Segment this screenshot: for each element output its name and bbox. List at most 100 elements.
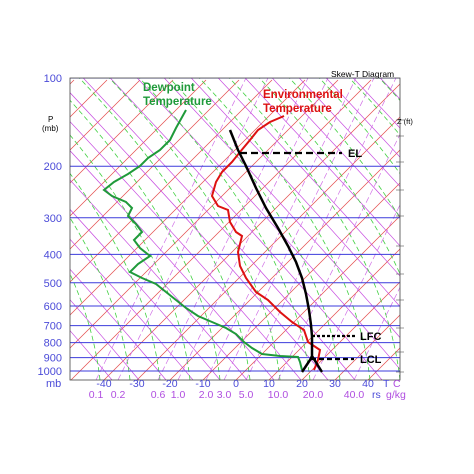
isotherm-line [70,79,174,184]
isobar-lines [70,78,400,372]
isotherm-line [334,314,400,380]
dry-adiabat-line [70,268,167,380]
temperature-tick-label: -20 [162,378,177,390]
dry-adiabat-line [325,78,400,158]
mixing-ratio-tick-label: 1.0 [171,389,186,401]
mixing-ratio-tick-label: 0.1 [89,389,104,401]
pressure-tick-label: 900 [44,353,62,365]
pressure-tick-label: 200 [44,161,62,173]
isotherm-line [268,248,400,380]
isotherm-line [169,149,400,380]
lfc-label: LFC [360,331,381,343]
dry-adiabat-line [70,179,248,380]
temperature-tick-label: -40 [96,378,111,390]
dry-adiabat-line [190,78,400,308]
dry-adiabat-line [70,238,194,380]
pressure-tick-label: 1000 [38,366,62,378]
dry-adiabat-line [217,78,400,277]
dry-adiabat-line [298,78,400,188]
dry-adiabat-line [70,299,140,380]
mixing-ratio-line [95,78,247,380]
isotherm-line [70,79,306,316]
height-axis-label: Z (ft) [397,117,413,126]
mixing-ratio-tick-labels: 0.1 0.2 0.6 1.0 2.0 3.0 5.0 10.0 20.0 40.0 [89,389,365,401]
isotherm-line [301,281,400,380]
temperature-tick-label: 30 [329,378,341,390]
mixing-ratio-label: rs [372,389,381,401]
temperature-tick-label: 20 [296,378,308,390]
mixing-ratio-line [223,78,375,380]
mixing-ratio-tick-label: 3.0 [217,389,232,401]
plot-frame [69,77,401,381]
dewpoint-label: Dewpoint [143,82,195,94]
dewpoint-temperature-trace [102,109,303,371]
mixing-ratio-tick-label: 40.0 [344,389,365,401]
pressure-tick-label: 400 [44,249,62,261]
moist-adiabat-line [168,78,341,380]
mixing-ratio-tick-label: 2.0 [199,389,214,401]
moist-adiabat-line [138,78,311,380]
dry-adiabat-line [352,78,400,129]
pressure-unit-label: mb [46,378,61,390]
temperature-unit-suffix: C [393,378,401,390]
mixing-ratio-line [205,78,357,380]
temperature-tick-label: -30 [129,378,144,390]
mixing-ratio-line [353,286,400,380]
pressure-tick-label: 300 [44,213,62,225]
el-label: EL [348,148,362,160]
moist-adiabat-line [198,78,371,380]
dry-adiabat-line [109,78,383,380]
temperature-tick-label: 0 [233,378,239,390]
temperature-tick-label: 10 [263,378,275,390]
isotherm-line [103,83,400,380]
isotherm-line [70,79,273,283]
height-axis-ticks [396,119,404,373]
dry-adiabat-line [70,150,275,380]
dry-adiabat-line [70,121,302,380]
dry-adiabat-line [70,330,113,380]
mixing-ratio-tick-label: 5.0 [239,389,254,401]
dry-adiabat-line [163,78,400,339]
lcl-label: LCL [360,354,382,366]
mixing-ratio-line [177,78,329,380]
pressure-axis-label: P [48,115,53,124]
mixing-ratio-line [117,78,269,380]
pressure-tick-label: 700 [44,321,62,333]
dry-adiabat-line [70,208,221,380]
moist-adiabat-line [70,172,161,380]
dry-adiabat-line [70,92,329,380]
moist-adiabat-line [258,78,400,276]
moist-adiabat-line [70,99,221,380]
diagram-title: Skew-T Diagram [331,69,394,79]
dry-adiabat-line [244,78,400,247]
pressure-tick-label: 500 [44,278,62,290]
mixing-ratio-tick-label: 20.0 [303,389,324,401]
pressure-tick-label: 600 [44,301,62,313]
environmental-label-line2: Temperature [263,103,332,115]
dry-adiabat-line [271,78,400,217]
temperature-tick-labels: -40 -30 -20 -10 0 10 20 30 40 [96,378,374,390]
mixing-ratio-tick-label: 0.2 [111,389,126,401]
pressure-tick-label: 800 [44,338,62,350]
temperature-tick-label: 40 [362,378,374,390]
mixing-ratio-line [312,204,400,380]
isotherm-line [70,79,339,349]
mixing-ratio-line [245,78,397,380]
temperature-unit-label: T [383,378,390,390]
pressure-tick-label: 100 [44,73,62,85]
environmental-label: Environmental [263,89,343,101]
mixing-ratio-unit: g/kg [386,389,406,401]
moist-adiabat-line [70,217,131,380]
dewpoint-label-line2: Temperature [143,96,212,108]
isotherm-line [70,79,141,151]
dry-adiabat-line [82,78,356,380]
isotherm-line [202,182,400,380]
mixing-ratio-line [157,78,309,380]
mixing-ratio-tick-label: 10.0 [268,389,289,401]
mixing-ratio-tick-label: 0.6 [151,389,166,401]
temperature-tick-label: -10 [195,378,210,390]
pressure-axis-unit: (mb) [42,124,59,133]
moist-adiabat-line [78,78,251,380]
